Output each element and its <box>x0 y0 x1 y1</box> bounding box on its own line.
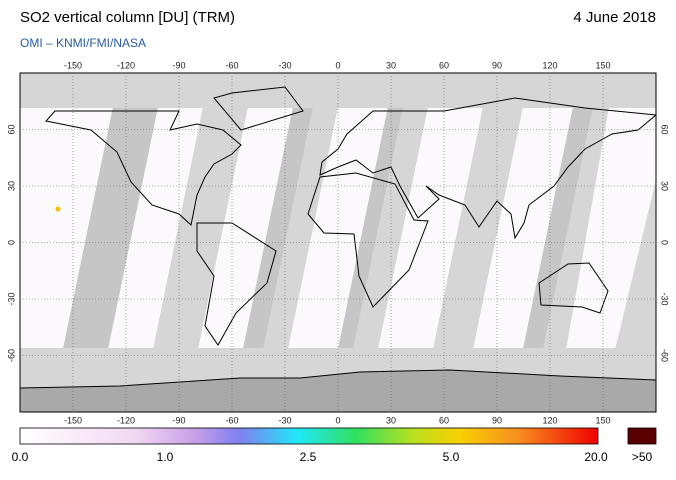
hotspot <box>55 206 61 212</box>
lon-tick-label: 60 <box>439 415 449 425</box>
lat-tick-label: 0 <box>660 240 670 245</box>
lon-tick-label: -150 <box>64 415 82 425</box>
colorbar-over <box>627 427 657 445</box>
colorbar-label: 20.0 <box>584 450 608 464</box>
colorbar-over-label: >50 <box>632 450 653 464</box>
lat-tick-label: -30 <box>6 292 16 305</box>
lat-tick-label: -60 <box>6 349 16 362</box>
lon-tick-label: 90 <box>492 415 502 425</box>
lon-tick-label: -120 <box>117 415 135 425</box>
lat-tick-label: 60 <box>660 124 670 134</box>
lon-tick-label: 90 <box>492 60 502 70</box>
colorbar-label: 0.0 <box>12 450 29 464</box>
lon-tick-label: 120 <box>542 415 557 425</box>
lat-tick-label: 30 <box>660 181 670 191</box>
lon-tick-label: -60 <box>225 415 238 425</box>
lat-tick-label: 30 <box>6 181 16 191</box>
lon-tick-label: 0 <box>335 60 340 70</box>
colorbar <box>19 427 599 445</box>
lon-tick-label: -90 <box>172 60 185 70</box>
lon-tick-label: -60 <box>225 60 238 70</box>
title: SO2 vertical column [DU] (TRM) <box>20 9 235 26</box>
date: 4 June 2018 <box>573 9 656 26</box>
lon-tick-label: -90 <box>172 415 185 425</box>
lon-tick-label: -150 <box>64 60 82 70</box>
lon-tick-label: 0 <box>335 415 340 425</box>
lat-tick-label: 0 <box>6 240 16 245</box>
lon-tick-label: 120 <box>542 60 557 70</box>
lat-tick-label: -60 <box>660 349 670 362</box>
lon-tick-label: 150 <box>595 415 610 425</box>
colorbar-label: 2.5 <box>300 450 317 464</box>
lon-tick-label: 30 <box>386 415 396 425</box>
colorbar-label: 5.0 <box>443 450 460 464</box>
credit: OMI – KNMI/FMI/NASA <box>20 36 146 50</box>
lon-tick-label: 150 <box>595 60 610 70</box>
lon-tick-label: 30 <box>386 60 396 70</box>
lon-tick-label: -120 <box>117 60 135 70</box>
lon-tick-label: 60 <box>439 60 449 70</box>
lon-tick-label: -30 <box>278 415 291 425</box>
lat-tick-label: 60 <box>6 124 16 134</box>
lon-tick-label: -30 <box>278 60 291 70</box>
colorbar-label: 1.0 <box>157 450 174 464</box>
lat-tick-label: -30 <box>660 292 670 305</box>
coastlines <box>20 86 656 389</box>
